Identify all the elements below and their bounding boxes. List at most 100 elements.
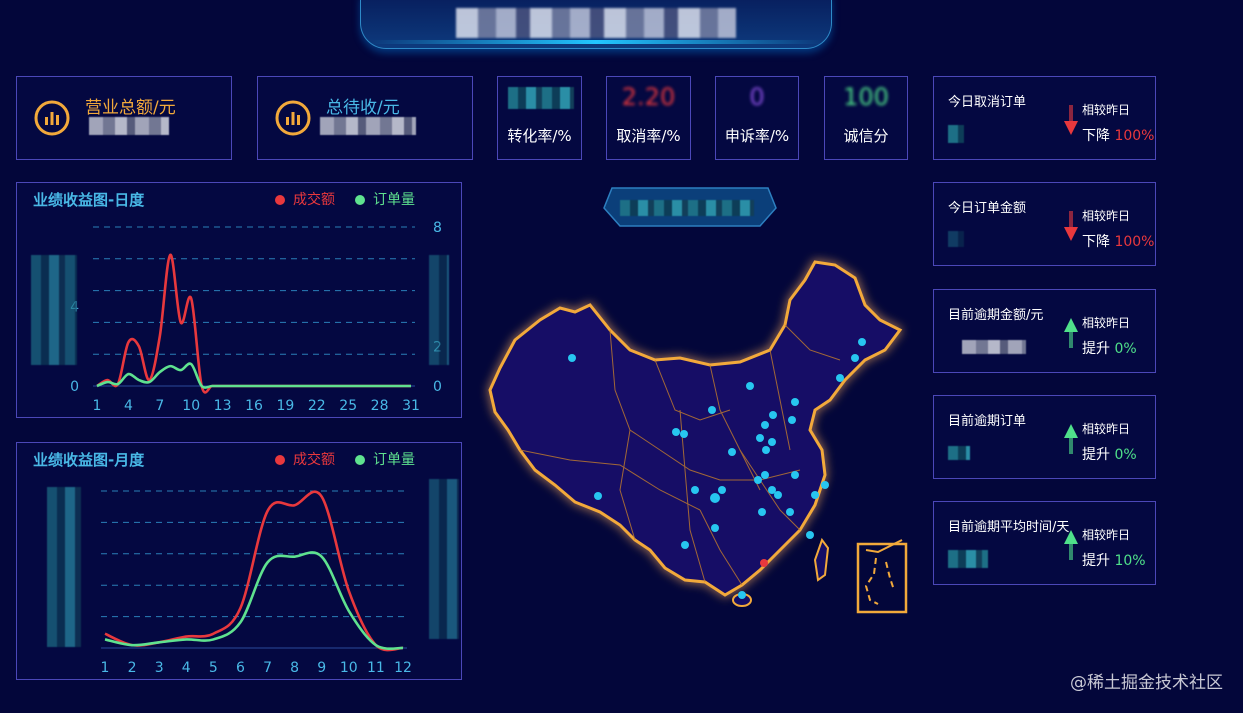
legend-label-deal[interactable]: 成交额: [293, 192, 335, 208]
arrow-up-icon: [1064, 318, 1078, 348]
card-value-redacted: [948, 125, 964, 143]
china-outline: [488, 260, 903, 597]
cancel-label: 取消率/%: [616, 127, 681, 145]
trend-text: 下降 100%: [1082, 128, 1155, 144]
card-title: 目前逾期订单: [948, 414, 1027, 429]
card-value-redacted: [948, 550, 988, 568]
daily-chart[interactable]: 147101316192225283104028: [17, 183, 463, 419]
pending-value-redacted: [320, 117, 416, 135]
x-tick-label: 8: [290, 660, 299, 676]
credit-value: 100: [843, 83, 889, 111]
trend-text: 提升 10%: [1082, 553, 1146, 569]
province-borders: [519, 324, 841, 586]
bar-chart-icon: [34, 100, 70, 136]
city-points: [568, 338, 866, 599]
conversion-label: 转化率/%: [507, 127, 572, 145]
card-title: 今日取消订单: [948, 95, 1027, 110]
credit-label: 诚信分: [843, 127, 889, 145]
x-tick-label: 31: [402, 398, 420, 414]
header-glow: [370, 40, 822, 44]
x-tick-label: 2: [128, 660, 137, 676]
x-tick-label: 9: [317, 660, 326, 676]
legend-marker-deal[interactable]: [275, 195, 285, 205]
trend-value: 100%: [1114, 234, 1155, 250]
south-sea-inset: [856, 539, 908, 614]
legend-label-deal[interactable]: 成交额: [293, 452, 335, 468]
x-tick-label: 7: [263, 660, 272, 676]
series-line: [96, 253, 411, 394]
trend-value: 100%: [1114, 128, 1155, 144]
arrow-down-icon: [1064, 211, 1078, 241]
taiwan-island: [813, 537, 830, 582]
bar-chart-icon: [275, 100, 311, 136]
card-today-amount: 今日订单金额 相较昨日 下降 100%: [933, 182, 1156, 266]
x-tick-label: 1: [101, 660, 110, 676]
compare-label: 相较昨日: [1082, 316, 1131, 330]
card-overdue-avg-time: 目前逾期平均时间/天 相较昨日 提升 10%: [933, 501, 1156, 585]
monthly-chart[interactable]: 1 2 3 4 5 6 7 8 9 10 11 12: [17, 443, 463, 681]
kpi-card-cancel: 2.20 取消率/%: [606, 76, 691, 160]
card-title: 今日订单金额: [948, 201, 1027, 216]
kpi-card-conversion: 转化率/%: [497, 76, 582, 160]
monthly-chart-title: 业绩收益图-月度: [33, 451, 145, 469]
card-overdue-orders: 目前逾期订单 相较昨日 提升 0%: [933, 395, 1156, 479]
kpi-card-complaint: 0 申诉率/%: [715, 76, 799, 160]
x-tick-label: 19: [276, 398, 294, 414]
china-map[interactable]: [460, 250, 930, 620]
arrow-down-icon: [1064, 105, 1078, 135]
x-tick-label: 10: [182, 398, 200, 414]
daily-y-axis-left-redacted: [31, 255, 77, 365]
compare-label: 相较昨日: [1082, 422, 1131, 436]
x-tick-label: 4: [182, 660, 191, 676]
revenue-label: 营业总额/元: [85, 98, 176, 118]
daily-y-axis-right-redacted: [429, 255, 449, 365]
cancel-value: 2.20: [621, 83, 676, 111]
legend-label-orders[interactable]: 订单量: [373, 192, 415, 208]
x-tick-label: 4: [124, 398, 133, 414]
card-overdue-amount: 目前逾期金额/元 相较昨日 提升 0%: [933, 289, 1156, 373]
card-value-redacted: [948, 231, 964, 247]
compare-label: 相较昨日: [1082, 209, 1131, 223]
complaint-value: 0: [749, 83, 765, 111]
trend-text: 提升 0%: [1082, 447, 1137, 463]
x-tick-label: 28: [371, 398, 389, 414]
page-title-redacted: [456, 8, 736, 38]
kpi-card-credit: 100 诚信分: [824, 76, 908, 160]
x-tick-label: 22: [308, 398, 326, 414]
card-value-redacted: [962, 340, 1026, 354]
legend-marker-orders[interactable]: [355, 195, 365, 205]
compare-label: 相较昨日: [1082, 528, 1131, 542]
trend-value: 0%: [1114, 447, 1137, 463]
monthly-chart-panel: 业绩收益图-月度 成交额 订单量 1 2 3 4 5 6 7 8 9 10 11 12: [16, 442, 462, 680]
legend-marker-orders[interactable]: [355, 455, 365, 465]
compare-label: 相较昨日: [1082, 103, 1131, 117]
daily-chart-panel: 业绩收益图-日度 成交额 订单量 14710131619222528310402…: [16, 182, 462, 418]
legend-marker-deal[interactable]: [275, 455, 285, 465]
revenue-value-redacted: [89, 117, 169, 135]
x-tick-label: 1: [93, 398, 102, 414]
conversion-value-redacted: [508, 87, 574, 109]
map-label-tag: [600, 184, 780, 230]
trend-value: 0%: [1114, 341, 1137, 357]
arrow-up-icon: [1064, 530, 1078, 560]
x-tick-label: 6: [236, 660, 245, 676]
x-tick-label: 16: [245, 398, 263, 414]
x-tick-label: 13: [214, 398, 232, 414]
daily-chart-title: 业绩收益图-日度: [33, 191, 145, 209]
x-tick-label: 25: [339, 398, 357, 414]
legend-label-orders[interactable]: 订单量: [373, 452, 415, 468]
monthly-y-axis-left-redacted: [47, 487, 81, 647]
card-today-cancel: 今日取消订单 相较昨日 下降 100%: [933, 76, 1156, 160]
city-point-highlight: [760, 559, 768, 567]
pending-label: 总待收/元: [326, 98, 400, 118]
y-tick-label-right: 0: [433, 379, 442, 395]
series-line: [104, 551, 404, 651]
arrow-up-icon: [1064, 424, 1078, 454]
card-title: 目前逾期金额/元: [948, 308, 1044, 323]
watermark: @稀土掘金技术社区: [1070, 673, 1223, 693]
trend-text: 下降 100%: [1082, 234, 1155, 250]
x-tick-label: 3: [155, 660, 164, 676]
trend-text: 提升 0%: [1082, 341, 1137, 357]
kpi-card-pending: 总待收/元: [257, 76, 473, 160]
x-tick-label: 7: [155, 398, 164, 414]
